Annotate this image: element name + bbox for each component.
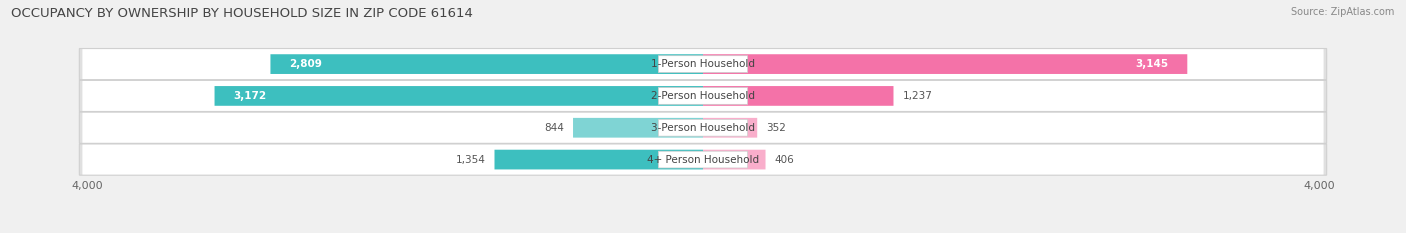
FancyBboxPatch shape	[495, 150, 703, 169]
FancyBboxPatch shape	[83, 81, 1323, 111]
FancyBboxPatch shape	[703, 150, 765, 169]
Text: 3,172: 3,172	[233, 91, 266, 101]
Text: 4+ Person Household: 4+ Person Household	[647, 154, 759, 164]
Text: 352: 352	[766, 123, 786, 133]
FancyBboxPatch shape	[658, 88, 748, 104]
Text: 1,237: 1,237	[903, 91, 932, 101]
FancyBboxPatch shape	[83, 113, 1323, 143]
Text: OCCUPANCY BY OWNERSHIP BY HOUSEHOLD SIZE IN ZIP CODE 61614: OCCUPANCY BY OWNERSHIP BY HOUSEHOLD SIZE…	[11, 7, 474, 20]
Text: 2-Person Household: 2-Person Household	[651, 91, 755, 101]
FancyBboxPatch shape	[270, 54, 703, 74]
FancyBboxPatch shape	[79, 112, 1327, 143]
FancyBboxPatch shape	[79, 48, 1327, 80]
Text: 406: 406	[775, 154, 794, 164]
FancyBboxPatch shape	[79, 80, 1327, 112]
FancyBboxPatch shape	[79, 144, 1327, 175]
FancyBboxPatch shape	[658, 56, 748, 72]
Text: Source: ZipAtlas.com: Source: ZipAtlas.com	[1291, 7, 1395, 17]
Text: 1-Person Household: 1-Person Household	[651, 59, 755, 69]
Text: 1,354: 1,354	[456, 154, 485, 164]
FancyBboxPatch shape	[215, 86, 703, 106]
Text: 844: 844	[544, 123, 564, 133]
Text: 3-Person Household: 3-Person Household	[651, 123, 755, 133]
Text: 3,145: 3,145	[1136, 59, 1168, 69]
FancyBboxPatch shape	[703, 118, 758, 138]
FancyBboxPatch shape	[83, 145, 1323, 175]
FancyBboxPatch shape	[703, 86, 893, 106]
FancyBboxPatch shape	[574, 118, 703, 138]
FancyBboxPatch shape	[658, 151, 748, 168]
Text: 2,809: 2,809	[288, 59, 322, 69]
FancyBboxPatch shape	[83, 49, 1323, 79]
FancyBboxPatch shape	[658, 119, 748, 136]
FancyBboxPatch shape	[703, 54, 1187, 74]
